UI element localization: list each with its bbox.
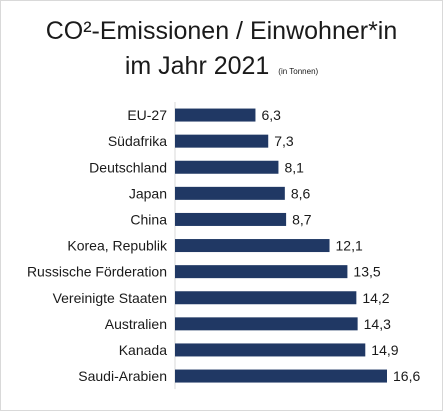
chart-title-unit: (in Tonnen) <box>278 67 319 76</box>
category-label: Vereinigte Staaten <box>53 290 167 306</box>
bar <box>175 134 269 148</box>
category-label: Korea, Republik <box>67 238 168 254</box>
value-label: 8,1 <box>284 159 304 175</box>
category-label: Saudi-Arabien <box>78 368 167 384</box>
bar <box>175 291 357 305</box>
bar <box>175 186 285 200</box>
bar <box>175 265 348 279</box>
bar <box>175 239 330 253</box>
category-label: Kanada <box>119 342 167 358</box>
category-label: Japan <box>129 185 167 201</box>
value-label: 8,6 <box>291 185 311 201</box>
bar <box>175 317 358 331</box>
category-label: Australien <box>105 316 167 332</box>
value-label: 14,3 <box>364 316 391 332</box>
category-label: EU-27 <box>127 107 167 123</box>
bar <box>175 369 387 383</box>
chart-title: CO²-Emissionen / Einwohner*in im Jahr 20… <box>0 14 443 89</box>
value-label: 12,1 <box>336 238 363 254</box>
chart-title-line1: CO²-Emissionen / Einwohner*in <box>45 17 398 45</box>
category-label: China <box>130 211 167 227</box>
bar <box>175 160 279 174</box>
value-label: 7,3 <box>274 133 294 149</box>
category-label: Südafrika <box>108 133 167 149</box>
value-label: 14,9 <box>371 342 398 358</box>
value-label: 16,6 <box>393 368 420 384</box>
category-label: Deutschland <box>89 159 167 175</box>
chart-title-line2: im Jahr 2021 (in Tonnen) <box>0 49 443 89</box>
value-label: 14,2 <box>362 290 389 306</box>
bar-marks: EU-27 6,3 Südafrika 7,3 Deutschland 8,1 Japan 8… <box>27 107 421 384</box>
bar <box>175 108 256 122</box>
bar <box>175 212 287 226</box>
chart-title-line2-text: im Jahr 2021 <box>124 52 270 80</box>
value-label: 6,3 <box>261 107 281 123</box>
value-label: 8,7 <box>292 211 312 227</box>
category-label: Russische Förderation <box>27 264 167 280</box>
bar <box>175 343 366 357</box>
value-label: 13,5 <box>353 264 380 280</box>
